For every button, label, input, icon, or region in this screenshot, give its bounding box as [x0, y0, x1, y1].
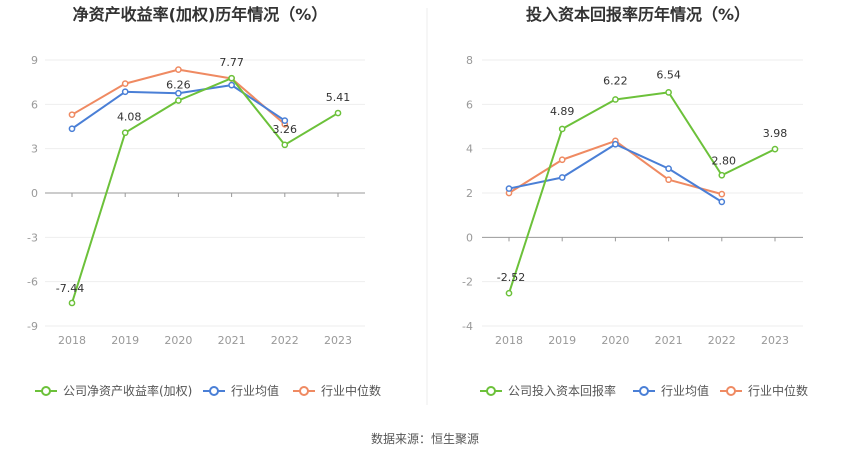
x-tick-label: 2019 [548, 334, 576, 347]
data-point[interactable] [121, 80, 129, 87]
data-point[interactable] [334, 109, 342, 117]
data-point[interactable] [612, 96, 619, 103]
chart-title: 投入资本回报率历年情况（%） [526, 5, 750, 24]
y-tick-label: -2 [462, 276, 473, 289]
roic-chart: 投入资本回报率历年情况（%） 8 6 4 2 0 -2 -4 2018 2019 2020 2021 2… [462, 5, 808, 398]
series-line [71, 77, 339, 304]
x-tick-label: 2018 [495, 334, 523, 347]
roe-chart: 净资产收益率(加权)历年情况（%） 9 6 3 0 -3 -6 -9 2018 2019 2020 2… [27, 5, 381, 398]
data-point[interactable] [68, 125, 76, 133]
legend-label[interactable]: 行业均值 [231, 383, 279, 398]
x-tick-label: 2023 [324, 334, 352, 347]
data-point[interactable] [612, 140, 619, 148]
x-tick-label: 2020 [164, 334, 192, 347]
legend-swatch-marker[interactable] [299, 386, 309, 396]
data-point[interactable] [505, 289, 513, 297]
legend-swatch-marker[interactable] [41, 386, 51, 396]
data-point[interactable] [558, 125, 566, 133]
legend-label[interactable]: 公司投入资本回报率 [508, 383, 616, 398]
data-point[interactable] [718, 171, 726, 179]
data-point[interactable] [281, 141, 289, 149]
data-label: 6.22 [603, 74, 628, 87]
y-tick-label: 0 [466, 231, 473, 244]
legend-label[interactable]: 行业中位数 [321, 383, 381, 398]
data-point[interactable] [718, 190, 726, 198]
data-label: 6.26 [166, 78, 191, 91]
x-tick-label: 2021 [218, 334, 246, 347]
y-tick-label: -3 [27, 231, 38, 244]
data-point[interactable] [228, 81, 235, 89]
legend-swatch-marker[interactable] [486, 386, 496, 396]
data-point[interactable] [665, 165, 672, 172]
data-point[interactable] [665, 176, 672, 184]
x-tick-label: 2023 [761, 334, 789, 347]
x-tick-label: 2018 [58, 334, 86, 347]
x-tick-label: 2022 [708, 334, 736, 347]
y-tick-label: 2 [466, 187, 473, 200]
data-point[interactable] [281, 117, 289, 124]
data-label: 3.98 [763, 127, 788, 140]
x-tick-label: 2022 [271, 334, 299, 347]
legend-swatch-marker[interactable] [726, 386, 736, 396]
y-tick-label: 0 [31, 187, 38, 200]
data-label: 2.80 [712, 154, 737, 167]
data-label: 7.77 [219, 56, 244, 69]
legend-label[interactable]: 公司净资产收益率(加权) [63, 383, 192, 398]
y-tick-label: 6 [31, 98, 38, 111]
data-point[interactable] [558, 174, 566, 181]
y-tick-label: 6 [466, 98, 473, 111]
legend-swatch-marker[interactable] [209, 386, 219, 396]
y-tick-label: 4 [466, 143, 473, 156]
legend-swatch-marker[interactable] [639, 386, 649, 396]
data-point[interactable] [558, 156, 566, 164]
legend-label[interactable]: 行业中位数 [748, 383, 808, 398]
data-point[interactable] [175, 97, 182, 104]
y-tick-label: -6 [27, 276, 38, 289]
data-label: 6.54 [656, 68, 681, 81]
y-tick-label: -4 [462, 320, 473, 333]
y-tick-label: 9 [31, 54, 38, 67]
data-point[interactable] [175, 89, 182, 97]
data-point[interactable] [121, 129, 129, 137]
y-tick-label: 8 [466, 54, 473, 67]
data-point[interactable] [68, 111, 76, 119]
data-point[interactable] [718, 198, 726, 206]
chart-title: 净资产收益率(加权)历年情况（%） [73, 5, 328, 24]
data-point[interactable] [771, 145, 779, 153]
y-tick-label: -9 [27, 320, 38, 333]
data-point[interactable] [175, 66, 182, 73]
legend-label[interactable]: 行业均值 [661, 383, 709, 398]
y-tick-label: 3 [31, 143, 38, 156]
data-label: 4.89 [550, 105, 575, 118]
series-line [508, 91, 776, 294]
data-point[interactable] [228, 74, 235, 82]
data-point[interactable] [121, 88, 129, 96]
data-point[interactable] [68, 299, 76, 307]
data-source-note: 数据来源：恒生聚源 [371, 431, 479, 446]
data-label: 3.26 [273, 123, 298, 136]
data-label: 5.41 [326, 91, 351, 104]
data-label: 4.08 [117, 111, 142, 124]
data-point[interactable] [505, 185, 513, 192]
x-tick-label: 2020 [601, 334, 629, 347]
data-label: -2.52 [497, 271, 525, 284]
x-tick-label: 2019 [111, 334, 139, 347]
x-tick-label: 2021 [655, 334, 683, 347]
data-label: -7.44 [56, 282, 84, 295]
data-point[interactable] [665, 89, 672, 96]
